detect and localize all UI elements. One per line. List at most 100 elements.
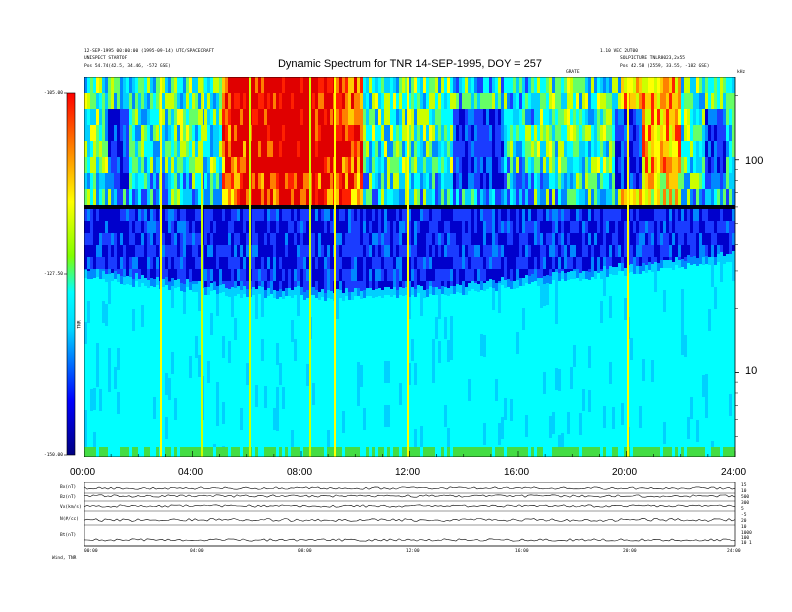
- low-band-cell: [678, 422, 681, 444]
- upper-band-cell: [507, 77, 510, 93]
- mid-band-cell: [273, 257, 276, 269]
- low-band-cell: [114, 433, 117, 455]
- low-band-cell: [120, 416, 123, 438]
- upper-band-cell: [315, 125, 318, 141]
- low-band-cell: [174, 354, 177, 376]
- mid-band-cell: [579, 257, 582, 269]
- gap-cell: [642, 205, 645, 209]
- mid-band-cell: [471, 269, 474, 281]
- floor-cell: [252, 447, 255, 457]
- low-band-cell: [636, 296, 639, 318]
- upper-band-cell: [630, 125, 633, 141]
- low-band-cell: [519, 330, 522, 352]
- low-band-cell: [591, 365, 594, 387]
- mid-band-cell: [594, 233, 597, 245]
- upper-band-cell: [300, 173, 303, 189]
- mid-band-cell: [456, 233, 459, 245]
- upper-band-cell: [177, 125, 180, 141]
- floor-cell: [396, 447, 399, 457]
- low-band-cell: [645, 427, 648, 449]
- mid-band-cell: [573, 257, 576, 269]
- transition-cell: [366, 288, 369, 296]
- low-band-cell: [273, 386, 276, 408]
- mid-band-cell: [252, 209, 255, 221]
- mid-band-cell: [672, 233, 675, 245]
- low-band-cell: [525, 393, 528, 415]
- upper-band-cell: [573, 141, 576, 157]
- low-band-cell: [621, 271, 624, 293]
- upper-band-cell: [168, 141, 171, 157]
- low-band-cell: [486, 289, 489, 311]
- low-band-cell: [183, 358, 186, 380]
- upper-band-cell: [162, 109, 165, 125]
- mid-band-cell: [192, 257, 195, 269]
- upper-band-cell: [426, 173, 429, 189]
- upper-band-cell: [225, 157, 228, 173]
- low-band-cell: [312, 295, 315, 317]
- upper-band-cell: [678, 77, 681, 93]
- upper-band-cell: [567, 157, 570, 173]
- low-band-cell: [183, 336, 186, 358]
- upper-band-cell: [423, 173, 426, 189]
- low-band-cell: [174, 288, 177, 310]
- upper-band-cell: [582, 189, 585, 205]
- upper-band-cell: [264, 125, 267, 141]
- low-band-cell: [642, 271, 645, 293]
- low-band-cell: [318, 300, 321, 322]
- upper-band-cell: [588, 125, 591, 141]
- low-band-cell: [624, 320, 627, 342]
- mid-band-cell: [543, 269, 546, 281]
- low-band-cell: [432, 427, 435, 449]
- low-band-cell: [225, 340, 228, 362]
- upper-band-cell: [225, 173, 228, 189]
- mid-band-cell: [222, 269, 225, 281]
- upper-band-cell: [498, 157, 501, 173]
- upper-band-cell: [621, 173, 624, 189]
- low-band-cell: [510, 399, 513, 421]
- floor-cell: [111, 447, 114, 457]
- low-band-cell: [138, 397, 141, 419]
- mid-band-cell: [483, 269, 486, 281]
- low-band-cell: [291, 430, 294, 452]
- mid-band-cell: [243, 233, 246, 245]
- spectrogram-cells: [84, 77, 735, 457]
- upper-band-cell: [465, 125, 468, 141]
- low-band-cell: [423, 320, 426, 342]
- low-band-cell: [123, 373, 126, 395]
- low-band-cell: [462, 427, 465, 449]
- floor-cell: [645, 447, 648, 457]
- upper-band-cell: [198, 157, 201, 173]
- mid-band-cell: [276, 245, 279, 257]
- low-band-cell: [294, 317, 297, 339]
- floor-cell: [462, 447, 465, 457]
- gap-cell: [252, 205, 255, 209]
- mid-band-cell: [468, 257, 471, 269]
- mid-band-cell: [540, 233, 543, 245]
- upper-band-cell: [138, 189, 141, 205]
- low-band-cell: [192, 336, 195, 358]
- mid-band-cell: [357, 269, 360, 281]
- floor-cell: [666, 447, 669, 457]
- low-band-cell: [540, 396, 543, 418]
- low-band-cell: [504, 420, 507, 442]
- mid-band-cell: [453, 257, 456, 269]
- upper-band-cell: [177, 189, 180, 205]
- upper-band-cell: [312, 109, 315, 125]
- mid-band-cell: [384, 209, 387, 221]
- upper-band-cell: [552, 173, 555, 189]
- mid-band-cell: [162, 233, 165, 245]
- low-band-cell: [561, 279, 564, 301]
- upper-band-cell: [387, 77, 390, 93]
- mid-band-cell: [276, 221, 279, 233]
- low-band-cell: [294, 427, 297, 449]
- upper-band-cell: [279, 173, 282, 189]
- mid-band-cell: [423, 209, 426, 221]
- mid-band-cell: [531, 245, 534, 257]
- mid-band-cell: [258, 209, 261, 221]
- low-band-cell: [633, 296, 636, 318]
- upper-band-cell: [330, 109, 333, 125]
- mid-band-cell: [486, 245, 489, 257]
- floor-cell: [147, 447, 150, 457]
- low-band-cell: [612, 297, 615, 319]
- low-band-cell: [411, 317, 414, 339]
